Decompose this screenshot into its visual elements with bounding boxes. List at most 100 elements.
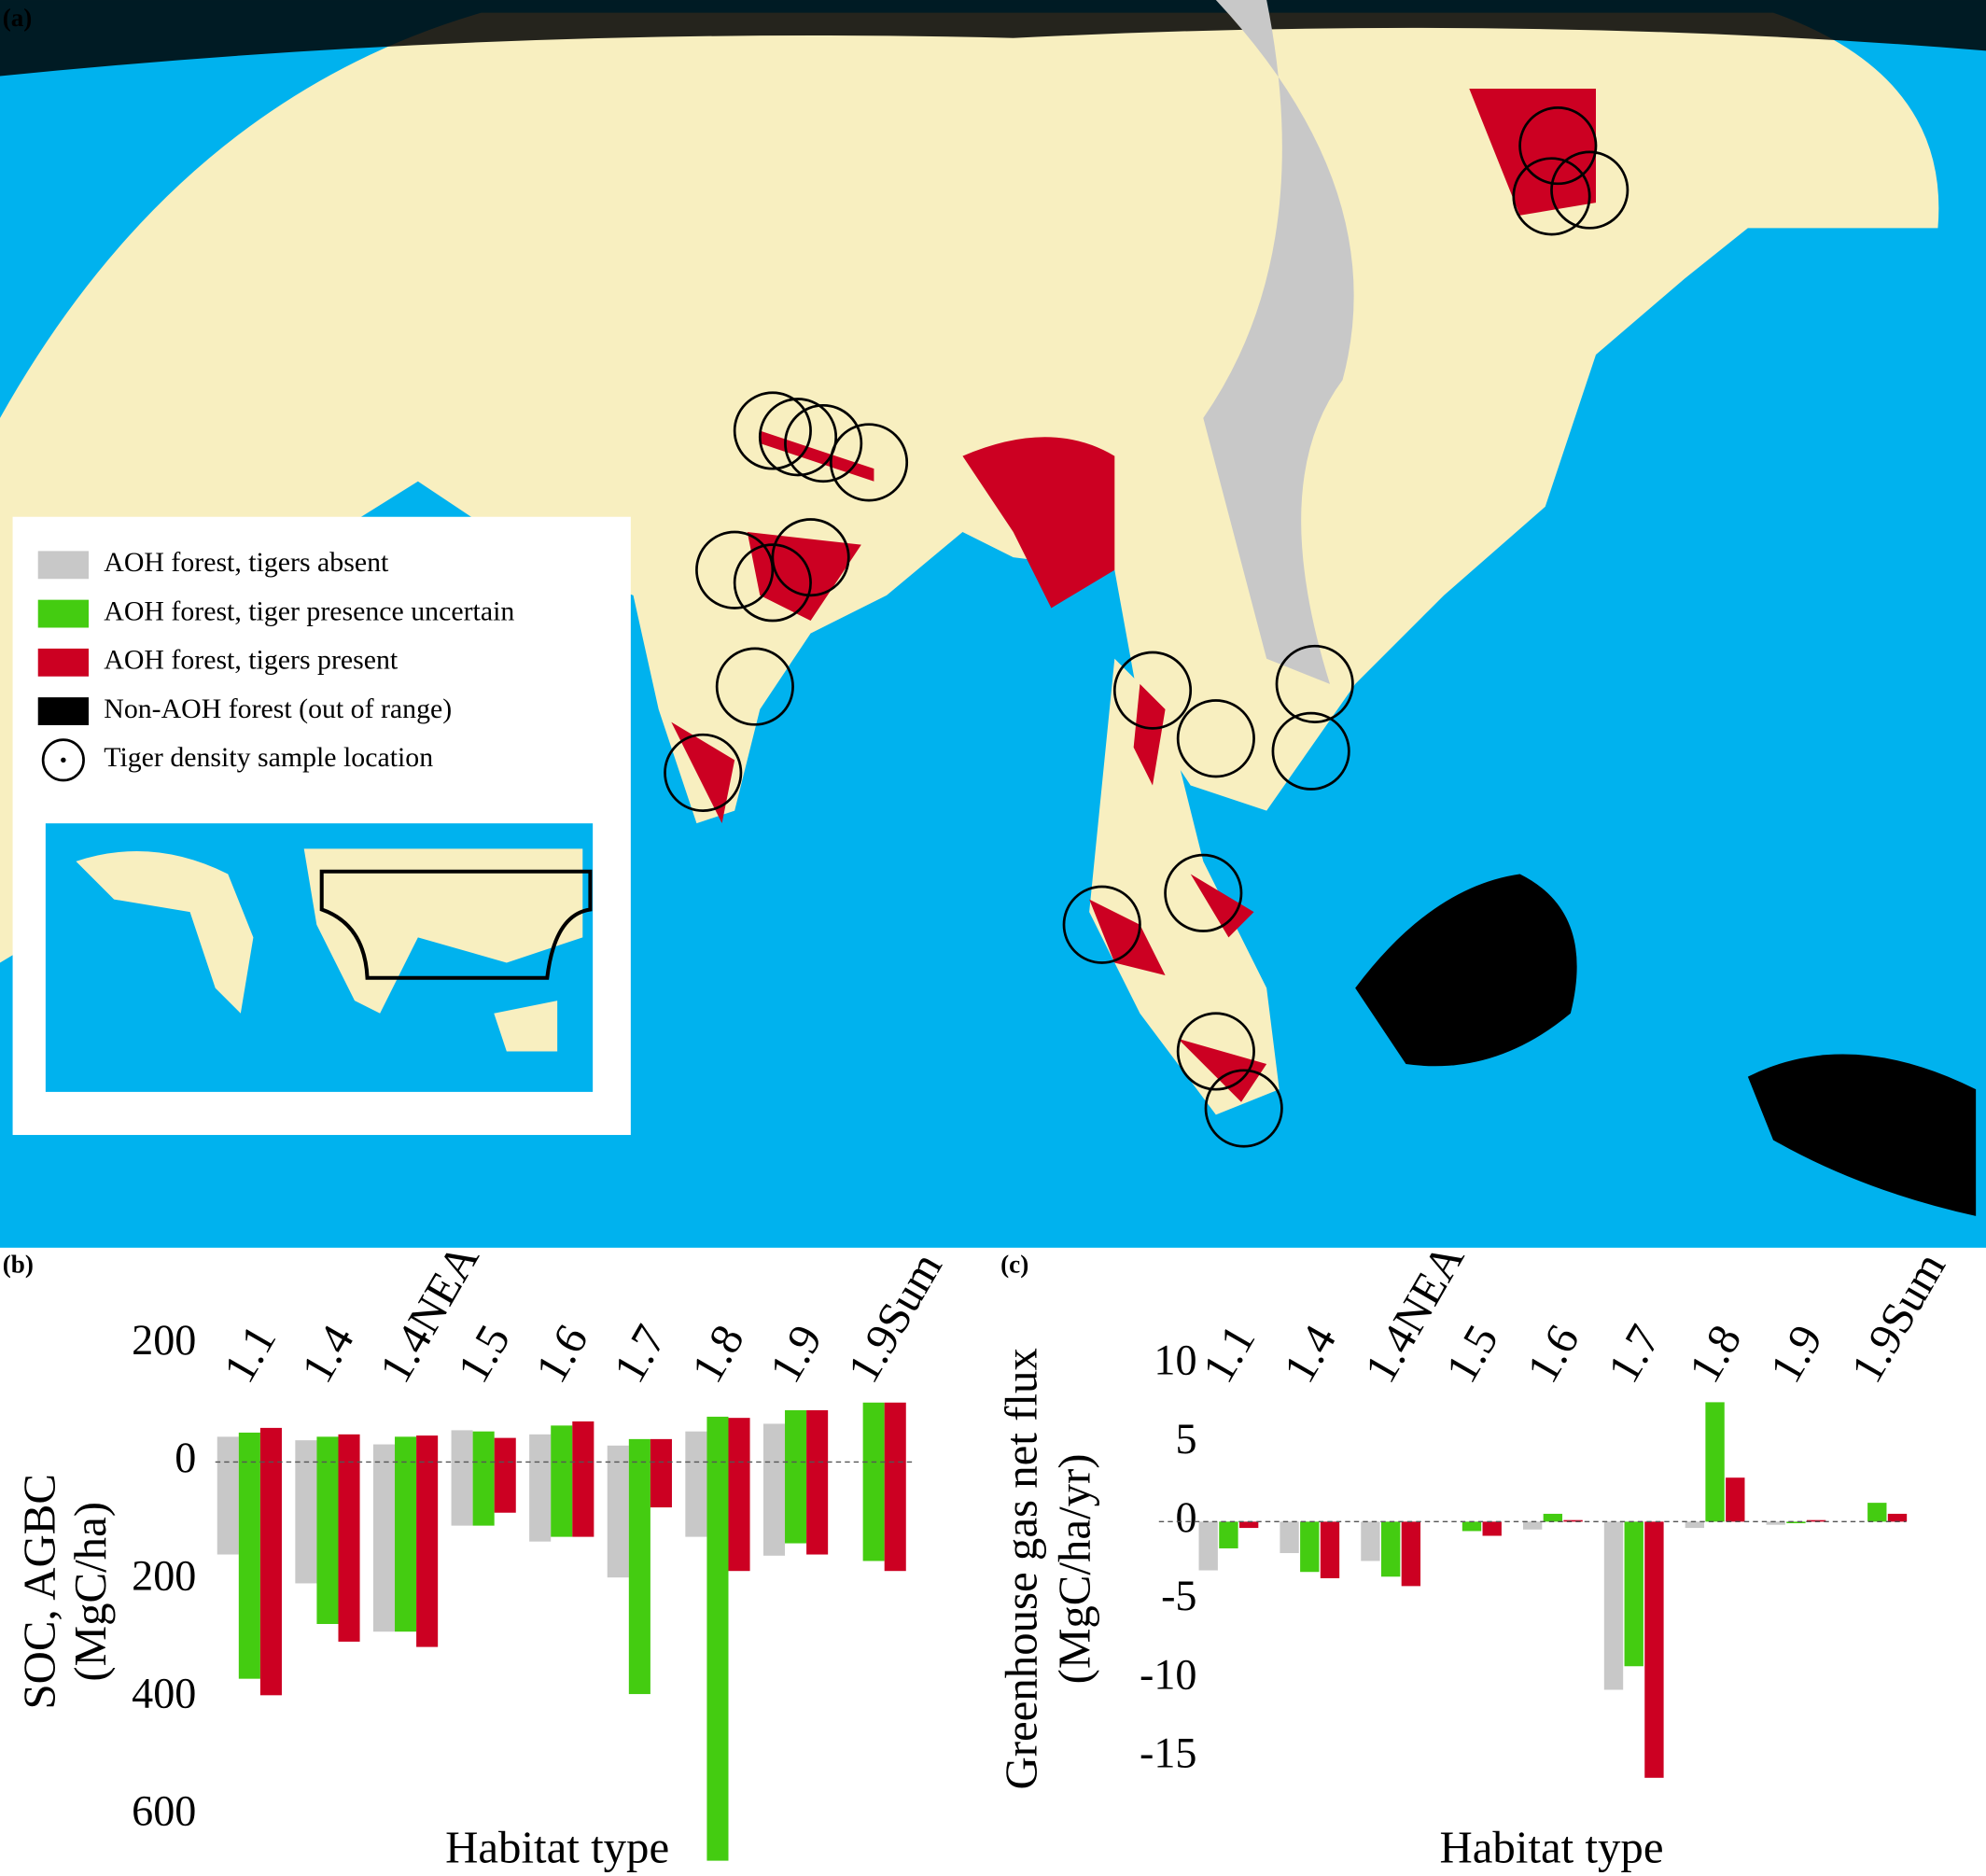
bar (1300, 1521, 1320, 1573)
x-axis-label: Habitat type (1439, 1821, 1663, 1872)
bar (862, 1402, 885, 1463)
bar (785, 1409, 807, 1463)
bar (1380, 1521, 1401, 1577)
bar (1238, 1521, 1259, 1529)
bar (451, 1462, 473, 1526)
legend-dot (61, 757, 66, 763)
bar (1867, 1503, 1887, 1522)
bar (494, 1462, 516, 1513)
bar (494, 1437, 516, 1463)
y-tick-label: 5 (1175, 1415, 1196, 1463)
panel-label: (b) (3, 1250, 34, 1278)
bar (1766, 1521, 1785, 1525)
bar (1644, 1521, 1664, 1778)
bar (884, 1462, 906, 1572)
legend-label: Non-AOH forest (out of range) (104, 693, 452, 724)
x-tick-label: 1.6 (524, 1316, 597, 1391)
bar (529, 1462, 552, 1542)
bar (1543, 1513, 1563, 1522)
x-tick-label: 1.1 (213, 1316, 286, 1391)
bar (806, 1462, 829, 1555)
forest (1355, 874, 1577, 1067)
x-tick-label: 1.7 (1597, 1316, 1670, 1391)
bar (1320, 1521, 1340, 1578)
x-axis-label: Habitat type (445, 1821, 669, 1872)
bar (862, 1462, 885, 1561)
bar (706, 1462, 729, 1861)
y-tick-label: -15 (1140, 1729, 1197, 1776)
bar (416, 1462, 439, 1647)
bar (551, 1425, 573, 1463)
bar (1887, 1513, 1908, 1522)
legend-swatch (37, 551, 89, 580)
bar (1462, 1521, 1482, 1532)
bar (238, 1432, 260, 1463)
sample-circles (664, 106, 1629, 1148)
y-axis-label: Greenhouse gas net flux (995, 1348, 1046, 1789)
bar (372, 1462, 396, 1632)
x-tick-label: 1.9 (1759, 1316, 1832, 1391)
bar (395, 1462, 417, 1632)
bar (316, 1436, 339, 1463)
bar (316, 1462, 339, 1624)
bar (628, 1438, 650, 1463)
bar (1219, 1521, 1238, 1548)
bar (217, 1436, 239, 1463)
bar (472, 1431, 495, 1463)
bar (395, 1436, 417, 1463)
bar (1726, 1477, 1745, 1522)
bar (628, 1462, 650, 1695)
charts: (b) 200 0 200 400 600 SOC, AGBC (MgC/ha) Habitat… (3, 1235, 1955, 1872)
bar (1705, 1402, 1725, 1522)
x-tick-label: 1.9Sum (1840, 1243, 1955, 1391)
bar (572, 1462, 594, 1537)
legend: AOH forest, tigers absent AOH forest, tig… (37, 547, 514, 782)
y-tick-label: 0 (1175, 1493, 1196, 1541)
bar (372, 1444, 396, 1463)
bar (1563, 1519, 1583, 1522)
land (0, 12, 1939, 963)
bar (607, 1462, 629, 1578)
legend-swatch (37, 599, 89, 628)
bar (338, 1462, 360, 1642)
bar (762, 1423, 786, 1463)
bar (238, 1462, 260, 1679)
bar (529, 1434, 552, 1463)
bar (762, 1462, 786, 1556)
x-tick-label: 1.9Sum (837, 1243, 952, 1391)
bar (1361, 1521, 1380, 1561)
bar (451, 1430, 473, 1463)
land (1089, 658, 1280, 1115)
bar (259, 1462, 282, 1696)
bar (295, 1462, 317, 1584)
bar (650, 1438, 672, 1463)
bar (295, 1440, 317, 1463)
bar (650, 1462, 672, 1508)
bar (1685, 1521, 1705, 1529)
legend-swatch (37, 697, 89, 725)
x-tick-label: 1.1 (1192, 1316, 1265, 1391)
bar (728, 1462, 750, 1572)
legend-label: AOH forest, tigers absent (104, 547, 389, 578)
bar (1401, 1521, 1421, 1587)
legend-swatch (37, 648, 89, 677)
y-tick-label: -5 (1161, 1572, 1196, 1619)
legend-label: Tiger density sample location (104, 742, 433, 773)
x-tick-label: 1.4 (1273, 1316, 1346, 1391)
y-tick-label: 400 (132, 1669, 196, 1716)
y-tick-label: 600 (132, 1787, 196, 1835)
bar (884, 1402, 906, 1463)
bar (806, 1409, 829, 1463)
x-tick-label: 1.5 (447, 1316, 520, 1391)
bar (607, 1445, 629, 1463)
bar (706, 1416, 729, 1463)
forest-absent (1203, 0, 1354, 684)
y-tick-label: 0 (175, 1434, 196, 1481)
x-tick-label: 1.7 (603, 1316, 676, 1391)
bar (472, 1462, 495, 1526)
panel-label: (a) (3, 4, 33, 32)
y-axis-label: (MgC/ha/yr) (1048, 1453, 1099, 1684)
bar (1624, 1521, 1643, 1667)
